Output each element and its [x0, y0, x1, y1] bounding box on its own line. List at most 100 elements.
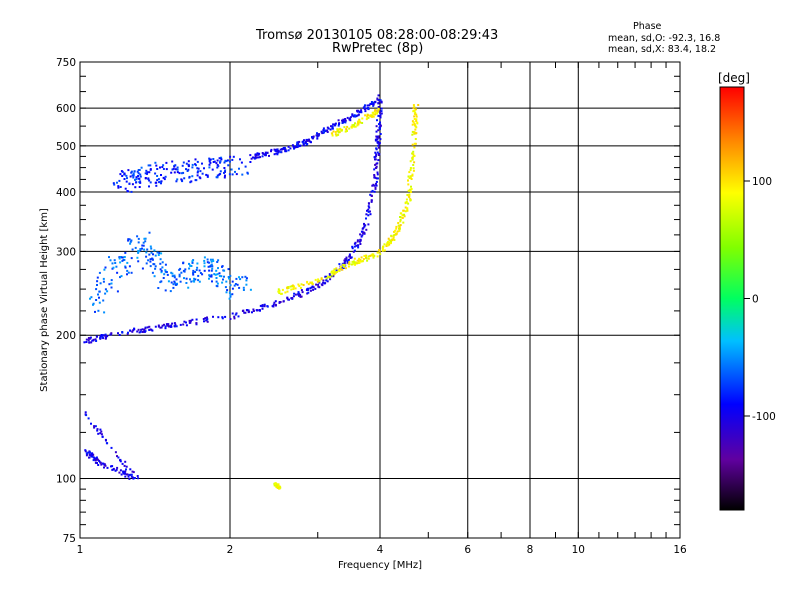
echo-point [356, 240, 359, 243]
echo-point [120, 256, 123, 258]
echo-point [141, 247, 143, 250]
echo-point [366, 115, 368, 118]
echo-point [121, 170, 124, 173]
echo-point [399, 212, 402, 215]
echo-point [323, 131, 325, 134]
echo-point [244, 311, 247, 314]
echo-point [332, 270, 335, 273]
echo-point [208, 277, 210, 280]
echo-point [264, 151, 267, 154]
echo-point [294, 293, 297, 296]
echo-point [362, 258, 365, 261]
echo-point [223, 161, 226, 164]
echo-point [370, 200, 373, 203]
echo-point [298, 285, 301, 287]
echo-point [388, 239, 391, 242]
echo-point [85, 338, 88, 341]
echo-point [131, 330, 134, 333]
echo-point [118, 334, 121, 336]
echo-point [402, 209, 405, 212]
echo-point [410, 185, 412, 188]
echo-point [369, 254, 372, 257]
echo-point [173, 280, 176, 283]
echo-point [127, 331, 129, 334]
echo-point [225, 291, 228, 294]
echo-point [337, 133, 340, 136]
echo-point [237, 315, 240, 318]
echo-point [141, 244, 144, 247]
echo-point [299, 295, 302, 298]
echo-point [183, 320, 186, 323]
echo-point [157, 254, 160, 256]
echo-point [259, 156, 262, 159]
echo-point [170, 324, 173, 327]
echo-point [88, 337, 91, 340]
echo-point [104, 333, 107, 336]
echo-point [367, 116, 370, 119]
echo-point [360, 109, 363, 112]
echo-point [277, 150, 280, 153]
echo-point [161, 324, 164, 327]
echo-point [358, 111, 361, 113]
echo-point [349, 255, 351, 258]
echo-point [179, 323, 182, 326]
echo-point [321, 132, 324, 135]
echo-point [210, 269, 213, 272]
echo-point [146, 172, 148, 175]
echo-point [153, 249, 156, 252]
echo-point [378, 126, 381, 129]
echo-point [369, 114, 372, 117]
echo-point [227, 276, 230, 278]
echo-point [342, 120, 345, 123]
echo-point [293, 147, 295, 150]
phase-line-x: mean, sd,X: 83.4, 18.2 [608, 44, 717, 55]
echo-point [216, 273, 219, 276]
echo-point [397, 222, 400, 224]
echo-point [138, 186, 141, 188]
echo-point [353, 114, 356, 117]
echo-point [376, 171, 379, 174]
echo-point [144, 327, 147, 330]
echo-point [134, 178, 136, 181]
echo-point [279, 151, 282, 154]
echo-point [348, 253, 351, 256]
echo-point [292, 287, 295, 290]
echo-point [240, 161, 243, 164]
echo-point [128, 265, 131, 268]
echo-point [287, 149, 290, 152]
echo-point [119, 459, 121, 462]
echo-point [117, 456, 120, 459]
echo-point [351, 113, 354, 116]
echo-point [347, 262, 350, 265]
echo-point [192, 271, 195, 274]
echo-point [112, 467, 115, 470]
echo-point [414, 111, 417, 114]
echo-point [98, 460, 101, 462]
echo-point [317, 283, 320, 286]
echo-point [289, 147, 292, 150]
echo-point [331, 272, 334, 274]
echo-point [182, 262, 185, 265]
echo-point [123, 172, 126, 175]
echo-point [125, 180, 128, 183]
echo-point [96, 280, 99, 283]
echo-point [239, 278, 242, 281]
echo-point [411, 173, 414, 176]
echo-point [119, 276, 121, 279]
echo-point [123, 472, 126, 475]
echo-point [348, 127, 351, 130]
echo-point [317, 278, 320, 281]
echo-point [187, 165, 190, 168]
echo-point [329, 128, 332, 131]
echo-point [154, 265, 157, 268]
echo-point [348, 261, 351, 263]
echo-point [383, 243, 386, 246]
echo-point [375, 166, 378, 169]
echo-point [96, 458, 99, 461]
echo-point [97, 293, 99, 296]
echo-point [170, 271, 173, 274]
echo-point [185, 162, 188, 165]
echo-point [139, 173, 142, 176]
echo-point [363, 222, 365, 225]
echo-point [187, 160, 190, 163]
